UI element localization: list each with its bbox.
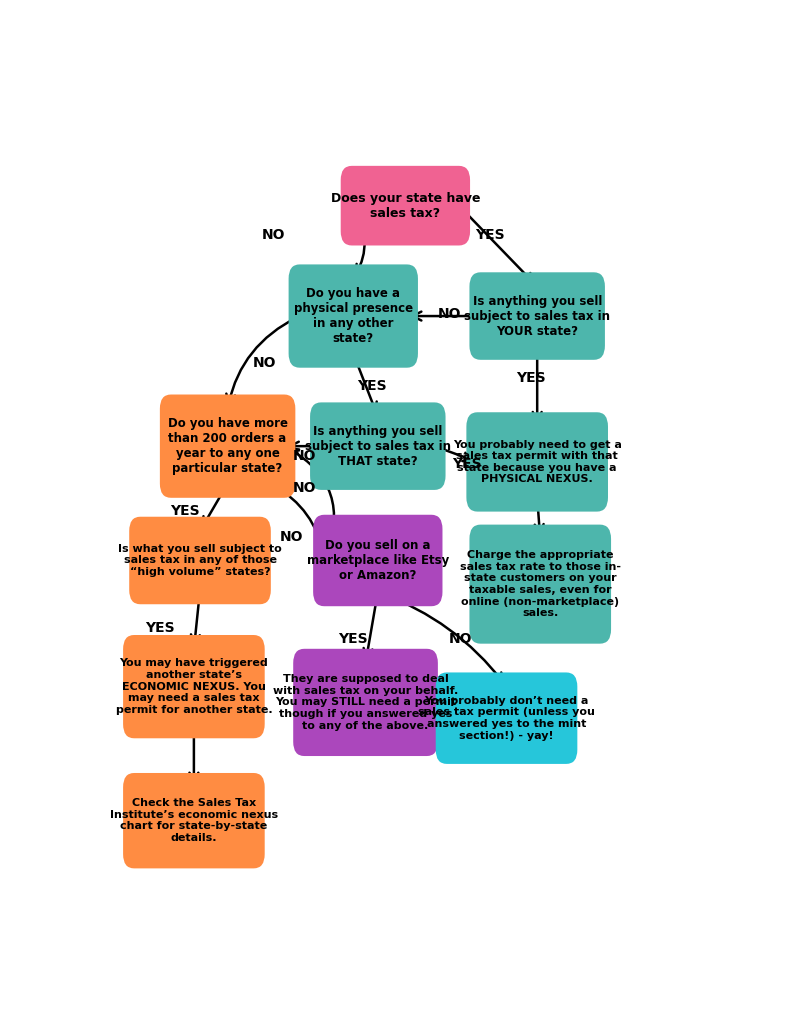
Text: NO: NO: [252, 356, 276, 371]
Text: YES: YES: [170, 504, 199, 518]
Text: YES: YES: [146, 621, 175, 635]
Text: Do you sell on a
marketplace like Etsy
or Amazon?: Do you sell on a marketplace like Etsy o…: [307, 539, 449, 582]
Text: YES: YES: [517, 372, 546, 385]
Text: You may have triggered
another state’s
ECONOMIC NEXUS. You
may need a sales tax
: You may have triggered another state’s E…: [115, 658, 272, 715]
Text: You probably don’t need a
sales tax permit (unless you
answered yes to the mint
: You probably don’t need a sales tax perm…: [418, 695, 595, 740]
Text: Is anything you sell
subject to sales tax in
THAT state?: Is anything you sell subject to sales ta…: [305, 425, 451, 468]
Text: NO: NO: [437, 307, 461, 321]
FancyBboxPatch shape: [123, 773, 265, 868]
FancyBboxPatch shape: [469, 524, 611, 644]
FancyBboxPatch shape: [313, 515, 442, 606]
FancyBboxPatch shape: [160, 394, 295, 498]
FancyBboxPatch shape: [469, 272, 605, 359]
FancyBboxPatch shape: [341, 166, 470, 246]
FancyBboxPatch shape: [123, 635, 265, 738]
Text: Is what you sell subject to
sales tax in any of those
“high volume” states?: Is what you sell subject to sales tax in…: [118, 544, 282, 578]
Text: Check the Sales Tax
Institute’s economic nexus
chart for state-by-state
details.: Check the Sales Tax Institute’s economic…: [110, 799, 278, 843]
FancyBboxPatch shape: [310, 402, 445, 489]
Text: They are supposed to deal
with sales tax on your behalf.
You may STILL need a pe: They are supposed to deal with sales tax…: [273, 674, 458, 730]
Text: You probably need to get a
sales tax permit with that
state because you have a
P: You probably need to get a sales tax per…: [452, 439, 622, 484]
Text: NO: NO: [293, 449, 316, 463]
Text: NO: NO: [293, 481, 316, 495]
Text: YES: YES: [339, 633, 368, 646]
Text: NO: NO: [262, 228, 286, 242]
Text: Is anything you sell
subject to sales tax in
YOUR state?: Is anything you sell subject to sales ta…: [464, 295, 610, 338]
FancyBboxPatch shape: [467, 413, 608, 512]
Text: Do you have more
than 200 orders a
year to any one
particular state?: Do you have more than 200 orders a year …: [168, 417, 288, 475]
Text: YES: YES: [357, 379, 387, 393]
FancyBboxPatch shape: [293, 649, 438, 756]
Text: NO: NO: [448, 633, 472, 646]
Text: Charge the appropriate
sales tax rate to those in-
state customers on your
taxab: Charge the appropriate sales tax rate to…: [460, 550, 621, 618]
Text: YES: YES: [475, 228, 505, 242]
Text: Does your state have
sales tax?: Does your state have sales tax?: [331, 191, 480, 220]
FancyBboxPatch shape: [289, 264, 418, 368]
Text: Do you have a
physical presence
in any other
state?: Do you have a physical presence in any o…: [293, 287, 413, 345]
Text: YES: YES: [452, 457, 482, 470]
FancyBboxPatch shape: [129, 517, 271, 604]
FancyBboxPatch shape: [436, 673, 577, 764]
Text: NO: NO: [280, 529, 304, 544]
